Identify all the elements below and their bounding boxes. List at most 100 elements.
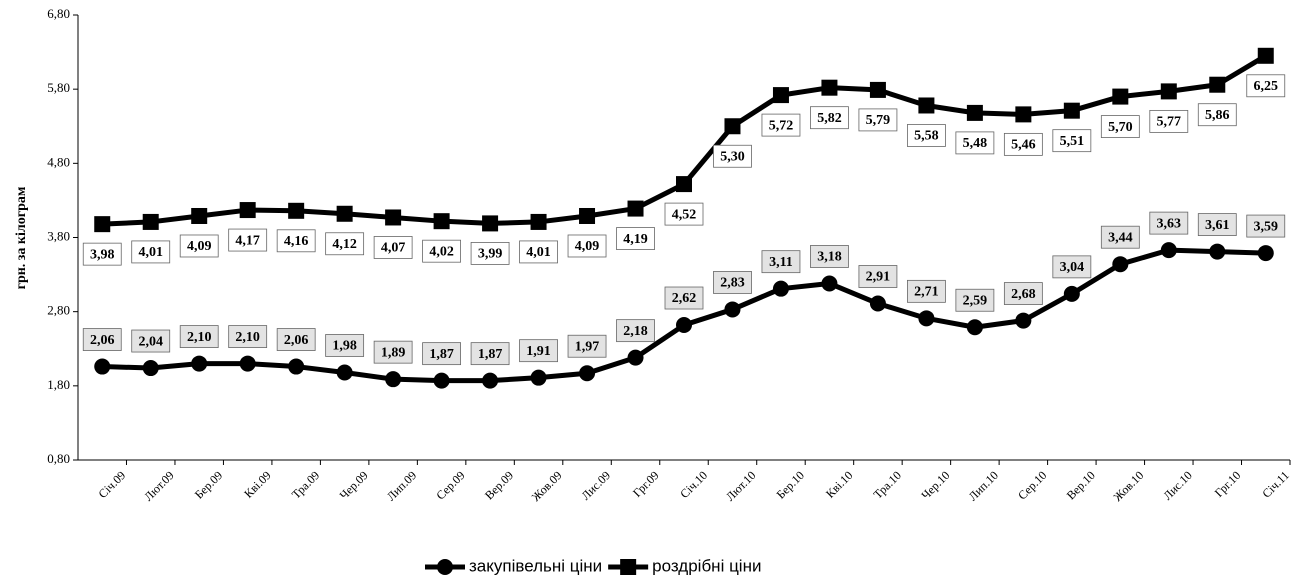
data-label-box bbox=[664, 286, 704, 310]
point bbox=[579, 365, 596, 382]
data-label: 2,18 bbox=[623, 324, 648, 339]
data-label-box bbox=[422, 342, 462, 366]
data-label-box bbox=[1149, 211, 1189, 235]
legend-marker bbox=[620, 559, 637, 575]
data-label: 2,68 bbox=[1011, 287, 1036, 302]
data-label-box bbox=[1052, 129, 1092, 153]
y-tick-label: 5,80 bbox=[47, 80, 70, 95]
x-tick-label: Лют.10 bbox=[723, 468, 759, 504]
data-label: 5,30 bbox=[720, 149, 745, 164]
point bbox=[191, 207, 208, 224]
data-label: 2,06 bbox=[284, 333, 309, 348]
data-label-box bbox=[228, 325, 268, 348]
data-label-box bbox=[713, 144, 752, 168]
x-tick-label: Кві.09 bbox=[241, 468, 274, 501]
data-label-box bbox=[422, 239, 462, 263]
data-label: 1,87 bbox=[429, 347, 454, 362]
y-axis-label: грн. за кілограм bbox=[14, 186, 29, 289]
point bbox=[239, 202, 256, 219]
y-tick-label: 2,80 bbox=[47, 303, 70, 318]
point bbox=[724, 301, 741, 318]
x-tick-label: Лют.09 bbox=[141, 468, 177, 504]
x-tick-label: Січ.09 bbox=[96, 468, 129, 501]
y-tick-label: 3,80 bbox=[47, 228, 70, 243]
data-label-box bbox=[1100, 225, 1140, 249]
data-label: 1,87 bbox=[478, 347, 503, 362]
x-tick-label: Бер.09 bbox=[192, 468, 225, 501]
point bbox=[1063, 285, 1080, 302]
data-label: 4,52 bbox=[672, 207, 697, 222]
data-label: 2,10 bbox=[235, 330, 260, 345]
data-label-box bbox=[761, 113, 801, 137]
data-label-box bbox=[470, 342, 510, 366]
point bbox=[1063, 102, 1080, 119]
x-tick-label: Сер.09 bbox=[433, 468, 467, 502]
data-label-box bbox=[1003, 132, 1043, 156]
x-tick-label: Кві.10 bbox=[823, 468, 856, 501]
data-label: 3,63 bbox=[1157, 216, 1182, 231]
data-label: 2,06 bbox=[90, 333, 115, 348]
data-label-box bbox=[519, 339, 558, 363]
data-label: 5,77 bbox=[1157, 115, 1182, 130]
y-tick-label: 4,80 bbox=[47, 154, 70, 169]
point bbox=[627, 200, 644, 217]
point bbox=[918, 97, 935, 114]
x-tick-label: Тра.09 bbox=[289, 468, 322, 501]
y-tick-label: 1,80 bbox=[47, 377, 70, 392]
data-label: 5,82 bbox=[817, 111, 842, 126]
x-tick-label: Жов.10 bbox=[1110, 468, 1146, 504]
point bbox=[239, 355, 256, 372]
legend-label: роздрібні ціни bbox=[652, 556, 761, 575]
point bbox=[724, 118, 741, 135]
data-label: 1,97 bbox=[575, 339, 600, 354]
point bbox=[142, 360, 159, 377]
point bbox=[336, 205, 353, 222]
data-label: 1,91 bbox=[526, 344, 551, 359]
data-label: 4,17 bbox=[235, 233, 260, 248]
x-tick-label: Січ.11 bbox=[1259, 468, 1291, 500]
data-label-box bbox=[616, 319, 655, 343]
point bbox=[869, 295, 886, 312]
data-label-box bbox=[179, 234, 219, 258]
data-label-box bbox=[858, 265, 898, 288]
data-label: 4,02 bbox=[429, 244, 454, 259]
y-tick-label: 6,80 bbox=[47, 6, 70, 21]
data-label: 5,48 bbox=[963, 136, 988, 151]
x-tick-label: Жов.09 bbox=[529, 468, 565, 504]
data-label: 2,91 bbox=[866, 270, 891, 285]
data-label-box bbox=[276, 328, 316, 351]
data-label: 4,01 bbox=[526, 245, 551, 260]
point bbox=[676, 176, 692, 193]
y-tick-label: 0,80 bbox=[47, 451, 70, 466]
data-label: 3,11 bbox=[769, 255, 793, 270]
x-tick-label: Чер.10 bbox=[918, 468, 952, 502]
x-tick-label: Грг.10 bbox=[1212, 468, 1244, 500]
data-label-box bbox=[325, 334, 365, 357]
point bbox=[1015, 312, 1032, 329]
data-label-box bbox=[810, 106, 849, 130]
point bbox=[821, 79, 838, 96]
point bbox=[1209, 243, 1226, 260]
point bbox=[530, 213, 547, 230]
data-label: 3,61 bbox=[1205, 218, 1230, 233]
data-label: 5,58 bbox=[914, 129, 939, 144]
point bbox=[191, 355, 208, 372]
point bbox=[966, 319, 983, 336]
x-tick-label: Тра.10 bbox=[871, 468, 904, 501]
data-label: 2,04 bbox=[138, 334, 163, 349]
data-label-box bbox=[1149, 109, 1189, 133]
data-label-box bbox=[179, 325, 219, 348]
data-label: 2,71 bbox=[914, 285, 939, 300]
data-label-box bbox=[228, 228, 268, 252]
data-label: 5,79 bbox=[866, 113, 891, 128]
point bbox=[385, 209, 402, 226]
data-label-box bbox=[664, 202, 704, 226]
point bbox=[1160, 83, 1177, 100]
point bbox=[142, 213, 159, 230]
data-label: 5,72 bbox=[769, 118, 794, 133]
data-label-box bbox=[131, 240, 171, 264]
data-label-box bbox=[567, 234, 607, 258]
data-label-box bbox=[1197, 213, 1237, 236]
point bbox=[288, 358, 305, 375]
data-label-box bbox=[761, 250, 801, 274]
